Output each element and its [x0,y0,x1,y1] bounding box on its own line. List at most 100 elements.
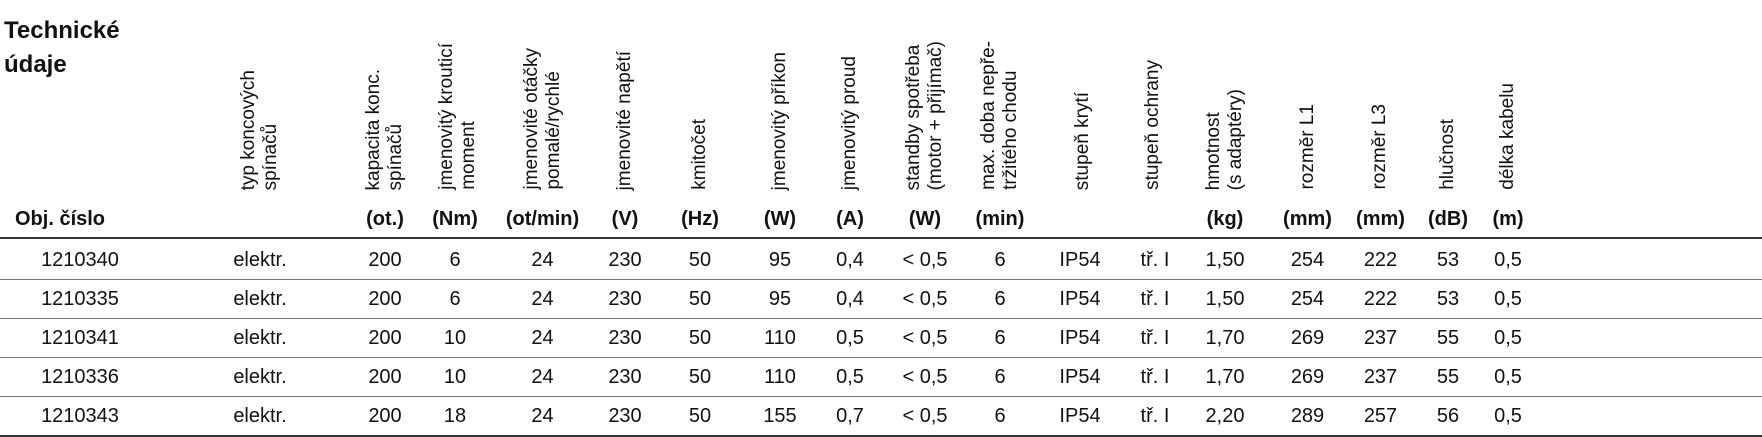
header-napeti: jmenovité napětí [614,50,635,190]
cell-napeti: 230 [608,327,642,349]
cell-typ: elektr. [233,288,287,310]
cell-l3: 257 [1363,405,1398,427]
row-divider [0,396,1762,397]
cell-napeti: 230 [608,366,642,388]
cell-prikon: 110 [764,327,796,349]
cell-prikon: 95 [768,249,792,271]
table-row: 1210340 elektr. 200 6 24 230 50 95 0,4 < 0,5 6 IP54… [0,241,1762,280]
cell-obj-cislo: 1210343 [41,405,119,427]
header-hlucnost: hlučnost [1437,119,1458,190]
cell-kmitocet: 50 [688,288,712,310]
unit-prikon: (W) [763,208,797,230]
cell-hmotnost: 2,20 [1205,405,1245,427]
cell-hmotnost: 1,70 [1205,366,1245,388]
cell-kryti: IP54 [1059,288,1101,310]
cell-moment: 6 [449,249,461,271]
cell-typ: elektr. [233,366,287,388]
cell-obj-cislo: 1210340 [41,249,119,271]
table-title: Technické údaje [4,14,120,82]
cell-l3: 222 [1363,249,1398,271]
cell-kmitocet: 50 [688,327,712,349]
cell-kapacita: 200 [368,405,402,427]
cell-napeti: 230 [608,405,642,427]
cell-ochrana: tř. I [1140,366,1170,388]
cell-hlucnost: 55 [1436,327,1460,349]
cell-doba: 6 [994,288,1006,310]
header-prikon: jmenovitý příkon [769,51,790,190]
unit-kabel: (m) [1492,208,1524,230]
cell-kabel: 0,5 [1494,366,1522,388]
cell-obj-cislo: 1210336 [41,366,119,388]
unit-kapacita: (ot.) [366,208,404,230]
header-proud: jmenovitý proud [839,55,860,190]
cell-kapacita: 200 [368,249,402,271]
cell-hmotnost: 1,50 [1205,288,1245,310]
cell-kryti: IP54 [1059,405,1101,427]
cell-otacky: 24 [531,327,554,349]
cell-proud: 0,4 [836,288,864,310]
header-ochrana: stupeň ochrany [1142,60,1163,190]
header-doba: max. doba nepře- tržitého chodu [978,41,1021,190]
cell-kmitocet: 50 [688,405,712,427]
cell-l1: 254 [1290,249,1325,271]
cell-hlucnost: 53 [1436,249,1460,271]
cell-l3: 237 [1363,366,1398,388]
cell-doba: 6 [994,327,1006,349]
cell-kryti: IP54 [1059,366,1101,388]
header-hmotnost: hmotnost (s adaptéry) [1203,88,1246,190]
cell-ochrana: tř. I [1140,249,1170,271]
header-kryti: stupeň krytí [1072,91,1093,190]
header-kapacita: kapacita konc. spínačů [363,68,406,190]
title-line-1: Technické [4,17,120,44]
unit-hmotnost: (kg) [1206,208,1244,230]
cell-otacky: 24 [531,249,554,271]
cell-kapacita: 200 [368,288,402,310]
cell-kmitocet: 50 [688,366,712,388]
unit-l3: (mm) [1356,208,1405,230]
cell-prikon: 155 [763,405,797,427]
units-row: Obj. číslo (ot.) (Nm) (ot/min) (V) (Hz) … [0,202,1762,236]
table-row: 1210341 elektr. 200 10 24 230 50 110 0,5 < 0,5 6 IP… [0,319,1762,358]
cell-hmotnost: 1,50 [1205,249,1245,271]
cell-moment: 10 [443,327,467,349]
row-divider [0,357,1762,358]
cell-kapacita: 200 [368,366,402,388]
cell-moment: 6 [449,288,461,310]
cell-hlucnost: 56 [1436,405,1460,427]
cell-napeti: 230 [608,249,642,271]
cell-obj-cislo: 1210335 [41,288,119,310]
table-row: 1210336 elektr. 200 10 24 230 50 110 0,5 < 0,5 6 IP… [0,358,1762,397]
cell-standby: < 0,5 [902,249,948,271]
header-standby: standby spotřeba (motor + přijímač) [903,40,946,190]
cell-hlucnost: 53 [1436,288,1460,310]
cell-standby: < 0,5 [902,405,948,427]
cell-kabel: 0,5 [1494,405,1522,427]
cell-proud: 0,5 [836,327,864,349]
cell-ochrana: tř. I [1140,405,1170,427]
cell-proud: 0,4 [836,249,864,271]
header-kmitocet: kmitočet [689,119,710,190]
cell-kabel: 0,5 [1494,327,1522,349]
cell-standby: < 0,5 [902,327,948,349]
unit-hlucnost: (dB) [1428,208,1468,230]
unit-standby: (W) [908,208,942,230]
cell-prikon: 110 [764,366,796,388]
cell-kapacita: 200 [368,327,402,349]
cell-proud: 0,5 [836,366,864,388]
header-obj-cislo: Obj. číslo [15,208,106,230]
header-otacky: jmenovité otáčky pomalé/rychlé [520,48,564,190]
table-row: 1210343 elektr. 200 18 24 230 50 155 0,7 < 0,5 6 IP… [0,397,1762,436]
cell-typ: elektr. [233,405,287,427]
header-typ: typ koncových spínačů [238,69,281,190]
cell-l3: 237 [1363,327,1398,349]
row-divider [0,279,1762,280]
cell-otacky: 24 [531,405,554,427]
cell-prikon: 95 [768,288,792,310]
row-divider [0,318,1762,319]
cell-kryti: IP54 [1059,327,1101,349]
cell-standby: < 0,5 [902,288,948,310]
cell-napeti: 230 [608,288,642,310]
cell-typ: elektr. [233,327,287,349]
cell-ochrana: tř. I [1140,288,1170,310]
header-l3: rozměr L3 [1369,104,1390,190]
